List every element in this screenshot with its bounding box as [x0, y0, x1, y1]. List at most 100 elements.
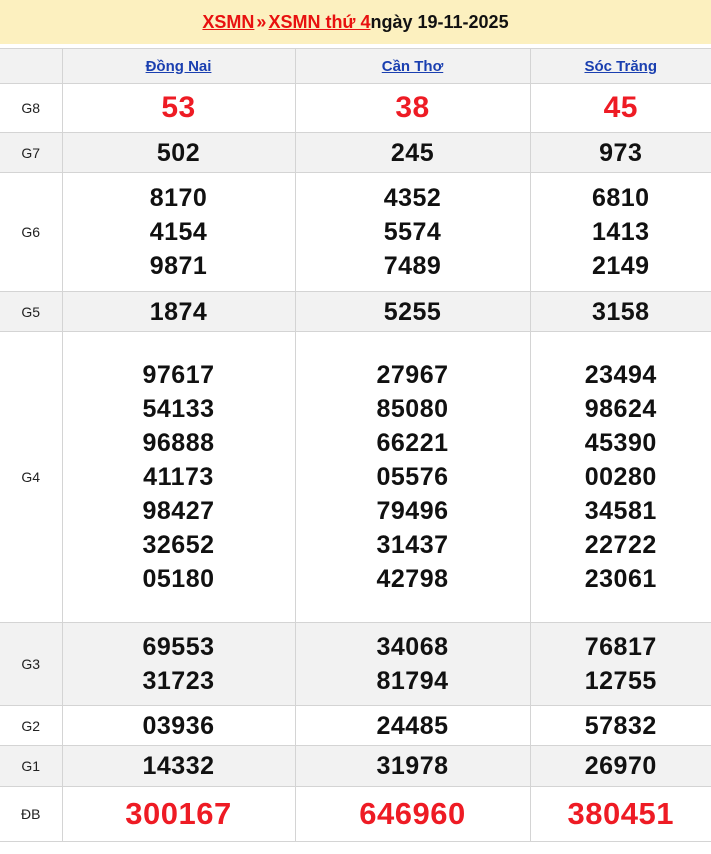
prize-cell: 53 [61, 83, 296, 133]
lottery-number: 45 [603, 90, 638, 124]
number-stack: 24485 [296, 709, 530, 743]
lottery-number: 00280 [584, 463, 657, 491]
lottery-number: 22722 [584, 531, 657, 559]
prize-cell: 8170 4154 9871 [61, 172, 296, 292]
prize-label-g1: G1 [0, 745, 63, 787]
prize-cell: 5255 [294, 291, 531, 332]
prize-cell: 69553 31723 [61, 622, 296, 706]
header-province-0: Đồng Nai [61, 48, 296, 84]
prize-cell: 973 [529, 132, 711, 173]
prize-cell: 6810 1413 2149 [529, 172, 711, 292]
lottery-number: 6810 [591, 184, 650, 212]
lottery-number: 41173 [143, 463, 214, 491]
lottery-number: 27967 [376, 361, 449, 389]
prize-label-g8: G8 [0, 83, 63, 133]
number-stack: 69553 31723 [63, 630, 295, 698]
lottery-number: 34581 [584, 497, 657, 525]
header-province-1: Cần Thơ [294, 48, 531, 84]
lottery-number: 31437 [376, 531, 449, 559]
banner-date: ngày 19-11-2025 [370, 11, 509, 32]
lottery-number: 245 [390, 138, 435, 167]
lottery-results-table: Đồng Nai Cần Thơ Sóc Trăng G8 53 38 45 G7 502… [0, 48, 711, 842]
lottery-number: 8170 [149, 184, 208, 212]
lottery-number: 32652 [142, 531, 215, 559]
lottery-number: 23494 [584, 361, 657, 389]
prize-cell: 300167 [61, 786, 296, 842]
number-stack: 34068 81794 [296, 630, 530, 698]
lottery-number: 98427 [142, 497, 215, 525]
prize-cell: 03936 [61, 705, 296, 746]
prize-label-g4: G4 [0, 331, 63, 623]
number-stack: 03936 [63, 709, 295, 743]
lottery-number: 973 [599, 138, 643, 167]
province-link-soc-trang[interactable]: Sóc Trăng [584, 57, 658, 75]
number-stack: 23494 98624 45390 00280 34581 22722 23061 [531, 358, 711, 596]
banner-spacer [0, 44, 711, 48]
prize-cell: 26970 [529, 745, 711, 787]
prize-label-g7: G7 [0, 132, 63, 173]
number-stack: 646960 [296, 793, 530, 835]
breadcrumb-link-xsmn[interactable]: XSMN [202, 11, 255, 32]
lottery-number: 34068 [376, 633, 449, 661]
prize-label-g5: G5 [0, 291, 63, 332]
lottery-number: 31723 [142, 667, 215, 695]
lottery-number: 76817 [584, 633, 657, 661]
lottery-number: 79496 [376, 497, 449, 525]
number-stack: 502 [63, 136, 295, 170]
prize-label-g3: G3 [0, 622, 63, 706]
number-stack: 245 [296, 136, 530, 170]
lottery-number: 53 [161, 90, 196, 124]
table-row: G6 8170 4154 9871 4352 5574 7489 6810 1413 2149 [0, 172, 711, 292]
number-stack: 1874 [63, 295, 295, 329]
lottery-number: 23061 [584, 565, 657, 593]
table-row: G8 53 38 45 [0, 83, 711, 133]
table-row: G5 1874 5255 3158 [0, 291, 711, 332]
lottery-number: 646960 [359, 795, 466, 831]
prize-cell: 245 [294, 132, 531, 173]
lottery-number: 45390 [584, 429, 657, 457]
prize-cell: 45 [529, 83, 711, 133]
number-stack: 45 [531, 88, 711, 129]
prize-label-g2: G2 [0, 705, 63, 746]
prize-label-g6: G6 [0, 172, 63, 292]
lottery-number: 2149 [591, 252, 650, 280]
lottery-number: 26970 [584, 752, 657, 780]
prize-cell: 3158 [529, 291, 711, 332]
lottery-number: 380451 [567, 795, 674, 831]
number-stack: 26970 [531, 749, 711, 783]
prize-cell: 1874 [61, 291, 296, 332]
province-link-can-tho[interactable]: Cần Thơ [381, 57, 444, 75]
lottery-number: 81794 [376, 667, 449, 695]
prize-cell: 34068 81794 [294, 622, 531, 706]
lottery-number: 300167 [125, 795, 232, 831]
lottery-number: 98624 [584, 395, 657, 423]
prize-cell: 646960 [294, 786, 531, 842]
number-stack: 8170 4154 9871 [63, 181, 295, 283]
number-stack: 27967 85080 66221 05576 79496 31437 42798 [296, 358, 530, 596]
lottery-number: 9871 [149, 252, 208, 280]
lottery-number: 4352 [383, 184, 442, 212]
number-stack: 4352 5574 7489 [296, 181, 530, 283]
prize-cell: 76817 12755 [529, 622, 711, 706]
prize-cell: 97617 54133 96888 41173 98427 32652 05180 [61, 331, 296, 623]
breadcrumb-link-xsmn-thu4[interactable]: XSMN thứ 4 [268, 11, 371, 32]
lottery-number: 38 [395, 90, 430, 124]
number-stack: 3158 [531, 295, 711, 329]
number-stack: 76817 12755 [531, 630, 711, 698]
number-stack: 300167 [63, 793, 295, 835]
prize-cell: 57832 [529, 705, 711, 746]
lottery-number: 12755 [584, 667, 657, 695]
table-row: G3 69553 31723 34068 81794 76817 12755 [0, 622, 711, 706]
lottery-number: 97617 [142, 361, 215, 389]
prize-cell: 27967 85080 66221 05576 79496 31437 42798 [294, 331, 531, 623]
lottery-number: 5574 [383, 218, 442, 246]
prize-cell: 31978 [294, 745, 531, 787]
number-stack: 380451 [531, 793, 711, 835]
lottery-number: 85080 [376, 395, 449, 423]
lottery-number: 57832 [584, 711, 657, 740]
table-row: G2 03936 24485 57832 [0, 705, 711, 746]
province-link-dong-nai[interactable]: Đồng Nai [145, 57, 212, 75]
prize-label-đb: ĐB [0, 786, 63, 842]
lottery-number: 502 [156, 138, 201, 167]
table-row: ĐB 300167 646960 380451 [0, 786, 711, 842]
